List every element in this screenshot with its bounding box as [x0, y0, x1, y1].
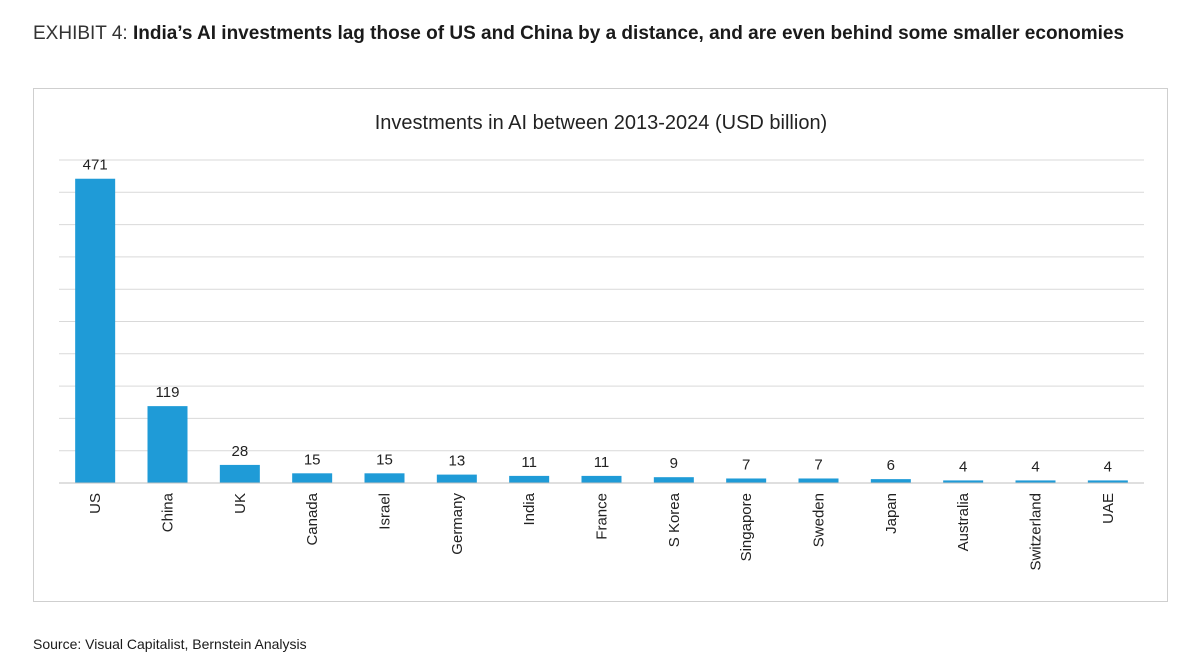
x-tick-label: Switzerland — [1028, 493, 1045, 571]
exhibit-heading: EXHIBIT 4: India’s AI investments lag th… — [33, 20, 1153, 47]
bars — [75, 178, 1128, 483]
bar-australia — [943, 480, 984, 483]
data-label: 11 — [521, 454, 537, 471]
gridlines — [59, 159, 1144, 452]
source-note: Source: Visual Capitalist, Bernstein Ana… — [33, 636, 307, 652]
x-tick-label: Canada — [304, 492, 321, 545]
x-tick-label: Australia — [955, 492, 972, 551]
data-label: 4 — [1031, 458, 1039, 475]
data-label: 4 — [1104, 458, 1112, 475]
data-label: 13 — [448, 453, 465, 470]
bar-uae — [1087, 480, 1128, 483]
bar-chart: Investments in AI between 2013-2024 (USD… — [59, 112, 1144, 571]
chart-title: Investments in AI between 2013-2024 (USD… — [375, 112, 827, 134]
chart-frame: Investments in AI between 2013-2024 (USD… — [33, 88, 1168, 602]
exhibit-label: EXHIBIT 4: — [33, 23, 133, 44]
bar-switzerland — [1015, 480, 1056, 483]
data-label: 119 — [156, 384, 180, 401]
x-tick-label: Japan — [883, 493, 900, 534]
data-label: 15 — [376, 451, 393, 468]
exhibit-headline: India’s AI investments lag those of US a… — [132, 23, 1125, 44]
x-tick-labels: US China UK Canada Israel Germany India France S… — [87, 492, 1117, 570]
bar-india — [509, 475, 550, 483]
bar-sweden — [798, 478, 839, 483]
bar-germany — [436, 474, 477, 483]
data-label: 6 — [887, 457, 895, 474]
bar-china — [147, 406, 188, 483]
bar-france — [581, 475, 622, 483]
bar-canada — [292, 473, 333, 483]
x-tick-label: Germany — [449, 493, 466, 555]
x-tick-label: US — [87, 493, 104, 514]
bar-uk — [219, 464, 260, 483]
bar-singapore — [726, 478, 767, 483]
bar-japan — [870, 479, 911, 483]
data-label: 471 — [83, 157, 108, 174]
data-label: 4 — [959, 458, 967, 475]
x-tick-label: France — [594, 493, 611, 540]
bar-s-korea — [653, 477, 694, 483]
x-tick-label: Israel — [377, 493, 394, 530]
data-label: 15 — [304, 451, 321, 468]
x-tick-label: China — [160, 492, 177, 532]
data-label: 7 — [742, 456, 750, 473]
data-label: 7 — [814, 456, 822, 473]
x-tick-label: Sweden — [811, 493, 828, 547]
bar-israel — [364, 473, 405, 483]
data-label: 9 — [670, 455, 678, 472]
data-label: 11 — [594, 454, 610, 471]
x-tick-label: UK — [232, 493, 249, 514]
bar-us — [75, 178, 116, 483]
x-tick-label: Singapore — [738, 493, 755, 561]
x-tick-label: India — [521, 492, 538, 525]
data-label: 28 — [231, 443, 248, 460]
x-tick-label: UAE — [1100, 493, 1117, 524]
x-tick-label: S Korea — [666, 492, 683, 547]
